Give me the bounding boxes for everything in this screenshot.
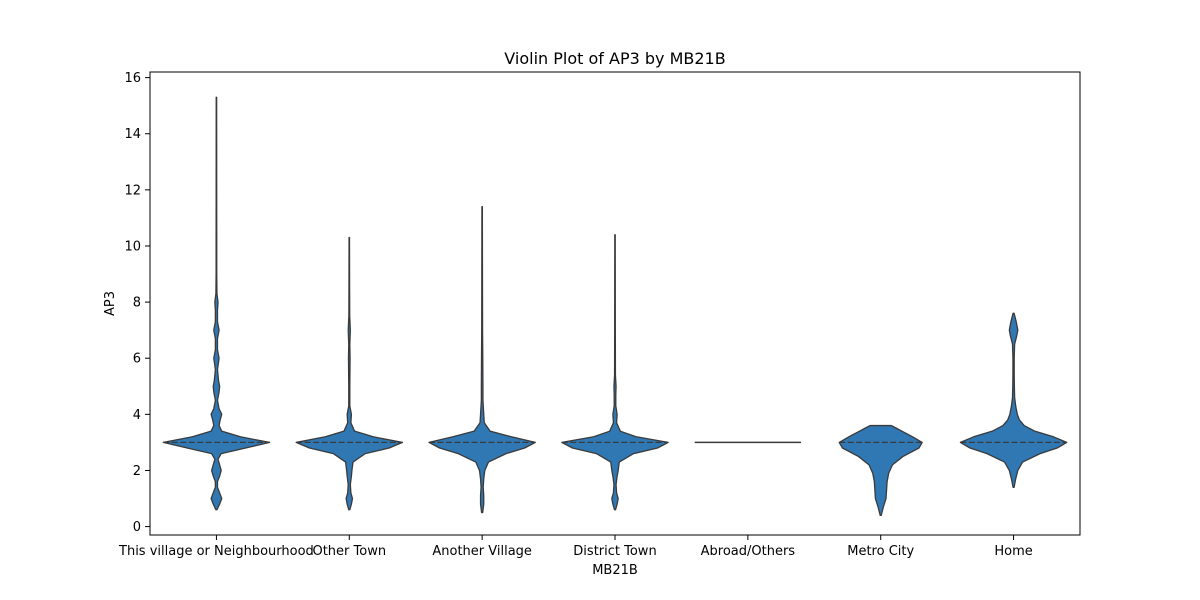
violin [838,424,923,517]
violin-body [428,206,536,514]
violin [428,206,536,514]
y-axis: 0 2 4 6 8 10 12 14 16 [124,71,150,535]
x-tick-label: Home [994,544,1032,559]
y-tick-label: 14 [124,127,141,142]
x-tick-label: Another Village [432,544,532,559]
y-axis-label: AP3 [103,291,118,316]
x-tick-label: Abroad/Others [701,544,796,559]
y-tick-label: 10 [124,239,141,254]
y-tick-label: 12 [124,183,141,198]
y-tick-label: 16 [124,71,141,86]
violin-body [295,236,404,511]
x-tick-label: Other Town [312,544,386,559]
violin [959,312,1068,488]
plot-area [162,96,1068,517]
violin-body [838,424,923,517]
violin [561,234,669,511]
violin-body [959,312,1068,488]
x-axis-label: MB21B [592,563,638,578]
violin [162,96,271,511]
y-tick-label: 6 [133,352,141,367]
y-tick-label: 8 [133,296,141,311]
y-tick-label: 2 [133,464,141,479]
y-tick-label: 0 [133,520,141,535]
x-tick-label: This village or Neighbourhood [118,544,314,559]
violin [295,236,404,511]
chart-title: Violin Plot of AP3 by MB21B [504,49,725,68]
x-tick-label: Metro City [847,544,914,559]
violin-body [561,234,669,511]
x-tick-label: District Town [573,544,656,559]
y-tick-label: 4 [133,408,141,423]
